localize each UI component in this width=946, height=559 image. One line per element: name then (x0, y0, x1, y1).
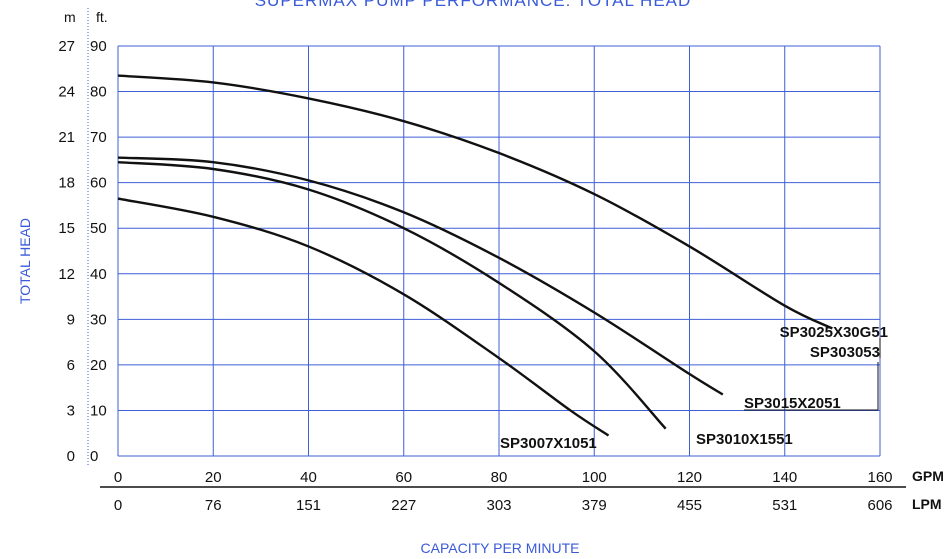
y-tick-label-m: 21 (58, 129, 75, 146)
y-tick-label-ft: 50 (90, 220, 107, 237)
series-label-sp3007x1051: SP3007X1051 (500, 435, 597, 452)
series-label-sp3025x30g51: SP3025X30G51 (780, 324, 888, 341)
series-label-sp3015x2051: SP3015X2051 (744, 395, 841, 412)
x-tick-label-lpm: 606 (867, 497, 892, 514)
x-tick-label-gpm: 40 (300, 469, 317, 486)
chart-title: SUPERMAX PUMP PERFORMANCE: TOTAL HEAD (254, 0, 692, 10)
y-tick-label-ft: 10 (90, 402, 107, 419)
y-tick-label-m: 12 (58, 266, 75, 283)
y-unit-ft: ft. (96, 9, 108, 25)
x-tick-label-gpm: 80 (491, 469, 508, 486)
y-tick-label-m: 18 (58, 175, 75, 192)
pump-curve-1 (117, 74, 833, 330)
x-tick-label-lpm: 303 (486, 497, 511, 514)
y-tick-label-m: 24 (58, 84, 75, 101)
y-tick-label-ft: 20 (90, 357, 107, 374)
pump-curve-4 (117, 197, 610, 437)
y-tick-label-m: 0 (67, 448, 75, 465)
series-label-sp303053: SP303053 (810, 344, 880, 361)
pump-curve-2 (117, 156, 724, 396)
y-tick-label-ft: 80 (90, 84, 107, 101)
y-tick-label-ft: 0 (90, 448, 98, 465)
x-tick-label-gpm: 60 (395, 469, 412, 486)
y-tick-label-m: 9 (67, 311, 75, 328)
x-tick-label-lpm: 455 (677, 497, 702, 514)
y-tick-label-m: 3 (67, 402, 75, 419)
x-tick-label-lpm: 531 (772, 497, 797, 514)
x-tick-label-gpm: 20 (205, 469, 222, 486)
x-tick-label-lpm: 379 (582, 497, 607, 514)
x-tick-label-gpm: 100 (582, 469, 607, 486)
y-tick-label-m: 6 (67, 357, 75, 374)
y-tick-label-ft: 70 (90, 129, 107, 146)
x-axis-title: CAPACITY PER MINUTE (420, 540, 580, 556)
x-tick-label-lpm: 227 (391, 497, 416, 514)
x-tick-label-lpm: 151 (296, 497, 321, 514)
x-tick-label-lpm: 76 (205, 497, 222, 514)
x-tick-label-gpm: 120 (677, 469, 702, 486)
x-tick-label-gpm: 140 (772, 469, 797, 486)
series-label-sp3010x1551: SP3010X1551 (696, 431, 793, 448)
x-tick-label-gpm: 160 (867, 469, 892, 486)
y-tick-label-ft: 90 (90, 38, 107, 55)
y-tick-label-ft: 60 (90, 175, 107, 192)
x-tick-label-gpm: 0 (114, 469, 122, 486)
y-tick-label-ft: 40 (90, 266, 107, 283)
x-tick-label-lpm: 0 (114, 497, 122, 514)
x-unit-lpm: LPM (912, 496, 942, 512)
y-tick-label-m: 27 (58, 38, 75, 55)
y-tick-label-ft: 30 (90, 311, 107, 328)
y-unit-m: m (64, 9, 76, 25)
y-tick-label-m: 15 (58, 220, 75, 237)
x-unit-gpm: GPM (912, 468, 944, 484)
pump-curve-3 (117, 160, 667, 430)
